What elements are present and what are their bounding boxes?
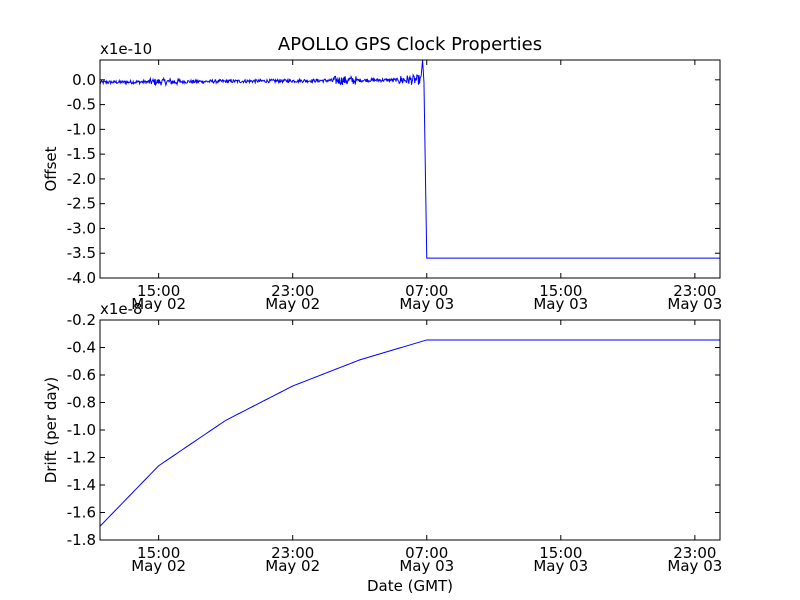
offset-plot-frame: [99, 59, 721, 279]
drift-plot-frame: [99, 319, 721, 541]
drift-xtick-time: 23:00: [673, 544, 716, 562]
offset-y-label: Offset: [42, 146, 60, 191]
drift-ytick-label: -1.8: [67, 531, 96, 549]
offset-multiplier: x1e-10: [100, 40, 152, 58]
offset-y-ticks: 0.0 -0.5 -1.0 -1.5 -2.0 -2.5 -3.0 -3.5 -4.0: [67, 71, 720, 287]
drift-ytick-label: -1.6: [67, 504, 96, 522]
x-axis-label: Date (GMT): [367, 577, 453, 595]
offset-ytick-label: -2.5: [67, 195, 96, 213]
offset-ytick-label: -1.0: [67, 120, 96, 138]
offset-ytick-label: -2.0: [67, 170, 96, 188]
drift-series-line: [99, 339, 720, 527]
drift-xtick-time: 23:00: [271, 544, 314, 562]
offset-ytick-label: -3.0: [67, 219, 96, 237]
drift-y-ticks: -0.2 -0.4 -0.6 -0.8 -1.0 -1.2 -1.4 -1.6 -1.8: [67, 311, 720, 549]
offset-xtick-time: 23:00: [271, 282, 314, 300]
chart-title: APOLLO GPS Clock Properties: [278, 34, 542, 55]
drift-xtick-time: 15:00: [137, 544, 180, 562]
offset-xtick-time: 23:00: [673, 282, 716, 300]
drift-xtick-date: May 03: [399, 557, 454, 575]
drift-ytick-label: -0.6: [67, 366, 96, 384]
offset-ytick-label: -1.5: [67, 145, 96, 163]
offset-ytick-label: 0.0: [72, 71, 96, 89]
drift-xtick-date: May 03: [667, 557, 722, 575]
drift-ytick-label: -1.4: [67, 476, 96, 494]
drift-xtick-time: 07:00: [405, 544, 448, 562]
drift-ytick-label: -1.2: [67, 449, 96, 467]
offset-panel: x1e-10 0.0 -0.5 -1.0 -1.5 -2.0 -2.5 -3.0 -3.5 -4…: [42, 40, 722, 313]
drift-y-label: Drift (per day): [42, 377, 60, 484]
offset-xtick-date: May 02: [131, 295, 186, 313]
offset-ytick-label: -3.5: [67, 244, 96, 262]
drift-ytick-label: -1.0: [67, 421, 96, 439]
offset-xtick-date: May 03: [667, 295, 722, 313]
drift-xtick-time: 15:00: [539, 544, 582, 562]
drift-xtick-date: May 02: [265, 557, 320, 575]
drift-ytick-label: -0.8: [67, 394, 96, 412]
drift-panel: -0.2 -0.4 -0.6 -0.8 -1.0 -1.2 -1.4 -1.6 -1.8 15:…: [42, 300, 722, 595]
drift-ytick-label: -0.2: [67, 311, 96, 329]
drift-multiplier: x1e-8: [100, 300, 143, 318]
offset-series-line: [99, 59, 720, 259]
drift-ytick-label: -0.4: [67, 339, 96, 357]
offset-ytick-label: -4.0: [67, 269, 96, 287]
offset-xtick-date: May 03: [399, 295, 454, 313]
offset-xtick-date: May 03: [533, 295, 588, 313]
drift-line-path: [99, 339, 720, 527]
offset-xtick-time: 07:00: [405, 282, 448, 300]
offset-xtick-time: 15:00: [137, 282, 180, 300]
drift-xtick-date: May 02: [131, 557, 186, 575]
offset-line-path: [99, 59, 720, 259]
drift-xtick-date: May 03: [533, 557, 588, 575]
offset-xtick-time: 15:00: [539, 282, 582, 300]
offset-ytick-label: -0.5: [67, 96, 96, 114]
offset-xtick-date: May 02: [265, 295, 320, 313]
